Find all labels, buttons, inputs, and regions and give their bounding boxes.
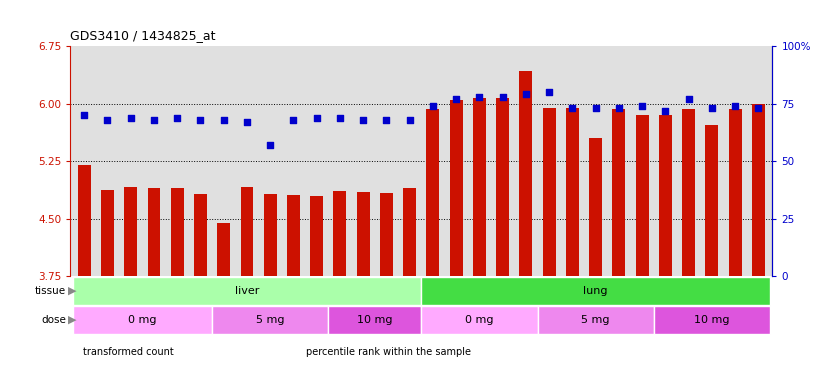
Text: tissue: tissue bbox=[35, 286, 66, 296]
Point bbox=[78, 112, 91, 118]
Point bbox=[170, 114, 183, 121]
FancyBboxPatch shape bbox=[73, 306, 212, 333]
Point bbox=[496, 94, 510, 100]
FancyBboxPatch shape bbox=[421, 306, 538, 333]
Bar bbox=[380, 193, 393, 276]
Bar bbox=[217, 223, 230, 276]
Bar bbox=[566, 108, 579, 276]
Bar bbox=[729, 109, 742, 276]
Point bbox=[147, 117, 160, 123]
Bar bbox=[101, 190, 114, 276]
Bar bbox=[496, 98, 509, 276]
Bar bbox=[148, 188, 160, 276]
Point bbox=[194, 117, 207, 123]
Text: GDS3410 / 1434825_at: GDS3410 / 1434825_at bbox=[70, 29, 216, 42]
Point bbox=[520, 91, 533, 98]
Text: liver: liver bbox=[235, 286, 259, 296]
Text: lung: lung bbox=[583, 286, 608, 296]
Point bbox=[333, 114, 346, 121]
Point bbox=[449, 96, 463, 102]
Text: 5 mg: 5 mg bbox=[256, 314, 284, 325]
Bar bbox=[589, 138, 602, 276]
Bar bbox=[334, 191, 346, 276]
Bar bbox=[520, 71, 532, 276]
Bar bbox=[403, 188, 416, 276]
Bar bbox=[612, 109, 625, 276]
Point bbox=[543, 89, 556, 95]
Point bbox=[124, 114, 137, 121]
FancyBboxPatch shape bbox=[212, 306, 328, 333]
Point bbox=[589, 105, 602, 111]
Point bbox=[705, 105, 719, 111]
Bar bbox=[705, 125, 719, 276]
Point bbox=[729, 103, 742, 109]
Bar bbox=[449, 100, 463, 276]
Bar bbox=[78, 165, 91, 276]
Text: 10 mg: 10 mg bbox=[357, 314, 392, 325]
Bar bbox=[473, 98, 486, 276]
FancyBboxPatch shape bbox=[328, 306, 421, 333]
Point bbox=[682, 96, 695, 102]
Bar bbox=[311, 196, 323, 276]
Bar bbox=[240, 187, 254, 276]
Point bbox=[240, 119, 254, 125]
Point bbox=[357, 117, 370, 123]
Text: ▶: ▶ bbox=[68, 286, 76, 296]
Point bbox=[287, 117, 300, 123]
Point bbox=[426, 103, 439, 109]
Point bbox=[263, 142, 277, 148]
FancyBboxPatch shape bbox=[73, 277, 421, 305]
Point bbox=[380, 117, 393, 123]
Bar bbox=[752, 104, 765, 276]
Text: percentile rank within the sample: percentile rank within the sample bbox=[306, 347, 471, 357]
Point bbox=[659, 108, 672, 114]
Text: ▶: ▶ bbox=[68, 314, 76, 325]
Text: dose: dose bbox=[41, 314, 66, 325]
Bar bbox=[171, 188, 183, 276]
Point bbox=[752, 105, 765, 111]
Bar bbox=[682, 109, 695, 276]
Point bbox=[566, 105, 579, 111]
Bar bbox=[194, 194, 206, 276]
FancyBboxPatch shape bbox=[538, 306, 653, 333]
Bar bbox=[426, 109, 439, 276]
FancyBboxPatch shape bbox=[421, 277, 770, 305]
Text: transformed count: transformed count bbox=[83, 347, 173, 357]
Point bbox=[101, 117, 114, 123]
Point bbox=[635, 103, 648, 109]
Point bbox=[472, 94, 486, 100]
Bar bbox=[357, 192, 369, 276]
Bar bbox=[287, 195, 300, 276]
Point bbox=[217, 117, 230, 123]
FancyBboxPatch shape bbox=[653, 306, 770, 333]
Bar bbox=[263, 194, 277, 276]
Point bbox=[310, 114, 323, 121]
Bar bbox=[543, 108, 556, 276]
Text: 10 mg: 10 mg bbox=[694, 314, 729, 325]
Point bbox=[403, 117, 416, 123]
Text: 5 mg: 5 mg bbox=[582, 314, 610, 325]
Bar bbox=[636, 115, 648, 276]
Bar bbox=[124, 187, 137, 276]
Point bbox=[612, 105, 625, 111]
Text: 0 mg: 0 mg bbox=[128, 314, 157, 325]
Text: 0 mg: 0 mg bbox=[465, 314, 494, 325]
Bar bbox=[659, 115, 672, 276]
